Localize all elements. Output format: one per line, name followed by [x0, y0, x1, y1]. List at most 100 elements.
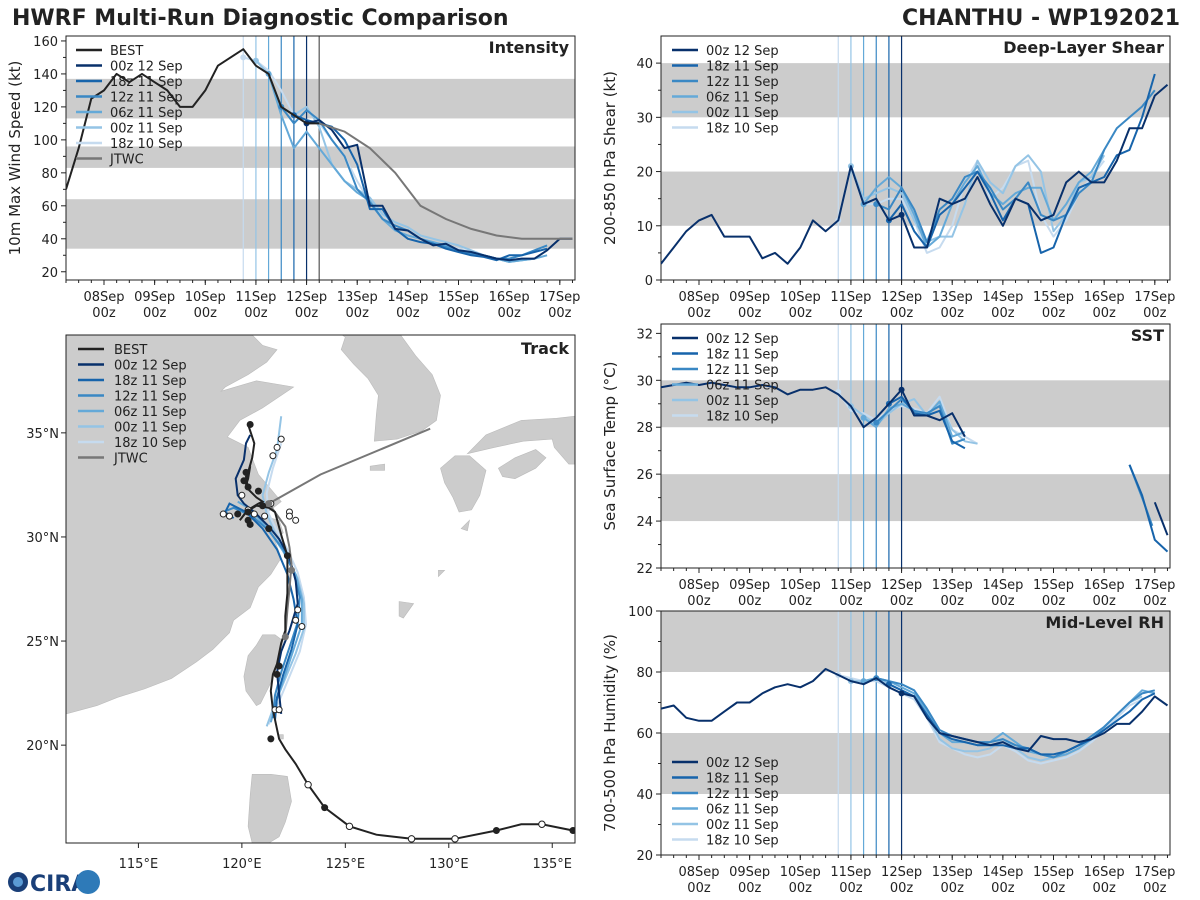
rh-xtick-label-3: 11Sep	[830, 865, 871, 880]
track-title: Track	[521, 339, 569, 358]
shear-ytick-label-4: 40	[636, 57, 653, 72]
sst-xtick-label-7: 15Sep	[1033, 578, 1074, 593]
intensity-xtick-label2-8: 00z	[497, 306, 521, 321]
intensity-ytick-label-4: 100	[33, 134, 58, 149]
track-best-marker-10	[259, 502, 267, 510]
sst-legend-label-1: 18z 11 Sep	[706, 348, 779, 363]
track-run-marker-15	[277, 435, 285, 443]
rh-panel: 08Sep00z09Sep00z10Sep00z11Sep00z12Sep00z…	[601, 605, 1175, 896]
track-best-marker-13	[242, 468, 250, 476]
intensity-xtick-label-1: 09Sep	[134, 290, 175, 305]
track-run-marker-14	[273, 443, 281, 451]
sst-xtick-label-9: 17Sep	[1134, 578, 1175, 593]
shear-xtick-label-3: 11Sep	[830, 290, 871, 305]
track-land	[66, 335, 575, 843]
track-run-marker-11	[219, 510, 227, 518]
shear-xtick-label2-9: 00z	[1143, 306, 1167, 321]
track-best-open-marker-4	[304, 781, 312, 789]
track-jtwc-marker-1	[288, 566, 296, 574]
sst-series-0	[900, 389, 966, 438]
sst-ytick-label-0: 22	[636, 562, 653, 577]
csu-badge-icon	[76, 870, 100, 894]
rh-xtick-label-5: 13Sep	[932, 865, 973, 880]
rh-legend-label-5: 18z 10 Sep	[706, 834, 779, 849]
track-lines	[219, 416, 575, 843]
shear-legend-label-5: 18z 10 Sep	[706, 122, 779, 137]
track-legend-label-3: 12z 11 Sep	[114, 390, 187, 405]
intensity-xtick-label2-6: 00z	[396, 306, 420, 321]
intensity-legend-label-0: BEST	[110, 44, 143, 59]
shear-series-0	[900, 84, 1169, 249]
track-best-open-marker-2	[407, 835, 416, 843]
shear-xtick-label2-3: 00z	[839, 306, 863, 321]
sst-series-3-start-marker	[860, 414, 867, 421]
sst-ytick-label-4: 30	[636, 374, 653, 389]
sst-xtick-label2-6: 00z	[991, 594, 1015, 609]
track-run-marker-8	[261, 512, 269, 520]
sst-xtick-label2-4: 00z	[890, 594, 914, 609]
shear-legend-label-3: 06z 11 Sep	[706, 91, 779, 106]
rh-legend-label-0: 00z 12 Sep	[706, 756, 779, 771]
okinawa-land	[398, 601, 415, 619]
sst-ylabel: Sea Surface Temp (°C)	[601, 361, 619, 530]
track-panel: 115°E 120°E 125°E 130°E 135°E 20°N 25°N 30°N 35°…	[26, 334, 576, 872]
track-run-marker-12	[225, 512, 233, 520]
shear-plot-area	[661, 73, 1169, 265]
track-best-marker-16	[234, 510, 242, 518]
rh-xtick-label-1: 09Sep	[729, 865, 770, 880]
sst-xtick-label-6: 14Sep	[982, 578, 1023, 593]
intensity-series-1	[293, 114, 548, 262]
rh-series-2	[875, 677, 1156, 759]
track-legend-label-4: 06z 11 Sep	[114, 405, 187, 420]
track-ytick-label-1: 25°N	[26, 635, 59, 650]
track-best-marker-1	[492, 827, 500, 835]
korea-land	[340, 335, 441, 442]
track-jtwc-marker-2	[265, 500, 273, 508]
intensity-legend-label-5: 00z 11 Sep	[110, 122, 183, 137]
rh-xtick-label-2: 10Sep	[780, 865, 821, 880]
intensity-xtick-label2-1: 00z	[143, 306, 167, 321]
track-best-marker-7	[265, 525, 273, 533]
sst-ytick-label-1: 24	[636, 515, 653, 530]
intensity-plot-area	[66, 48, 573, 263]
shear-title: Deep-Layer Shear	[1003, 38, 1164, 57]
track-run-marker-7	[250, 510, 258, 518]
rh-xtick-label2-4: 00z	[890, 881, 914, 896]
sst-xtick-label-4: 12Sep	[881, 578, 922, 593]
amami-land	[438, 569, 446, 578]
intensity-jtwc-line	[318, 122, 573, 240]
track-legend-label-0: BEST	[114, 343, 147, 358]
track-run-marker-17	[292, 516, 300, 524]
intensity-xtick-label-0: 08Sep	[83, 290, 124, 305]
track-best-marker-11	[244, 483, 252, 491]
track-series-0	[234, 434, 299, 715]
rh-best-line	[661, 668, 903, 722]
shear-ytick-label-3: 30	[636, 111, 653, 126]
track-best-marker-2	[321, 804, 329, 812]
intensity-xtick-label2-4: 00z	[295, 306, 319, 321]
shear-ytick-label-1: 10	[636, 220, 653, 235]
track-best-open-marker-1	[451, 835, 459, 843]
jeju-land	[369, 463, 385, 471]
intensity-ytick-label-5: 120	[33, 101, 58, 116]
intensity-xtick-label-9: 17Sep	[539, 290, 580, 305]
luzon-land	[247, 773, 292, 843]
intensity-xtick-label2-7: 00z	[447, 306, 471, 321]
rh-xtick-label-9: 17Sep	[1134, 865, 1175, 880]
intensity-legend-label-7: JTWC	[109, 153, 144, 168]
rh-ytick-label-0: 20	[636, 849, 653, 864]
globe-inner-icon	[13, 877, 23, 887]
shear-xtick-label2-7: 00z	[1042, 306, 1066, 321]
sst-xtick-label2-5: 00z	[941, 594, 965, 609]
rh-xtick-label2-0: 00z	[687, 881, 711, 896]
shear-xtick-label-0: 08Sep	[678, 290, 719, 305]
shear-xtick-label2-5: 00z	[941, 306, 965, 321]
track-run-marker-2	[292, 616, 300, 624]
sst-series-1-late	[1128, 464, 1169, 553]
track-best-marker-3	[267, 735, 275, 743]
rh-xtick-label-7: 15Sep	[1033, 865, 1074, 880]
rh-ytick-label-4: 100	[628, 605, 653, 620]
shear-xtick-label-1: 09Sep	[729, 290, 770, 305]
sst-legend-label-4: 00z 11 Sep	[706, 394, 779, 409]
